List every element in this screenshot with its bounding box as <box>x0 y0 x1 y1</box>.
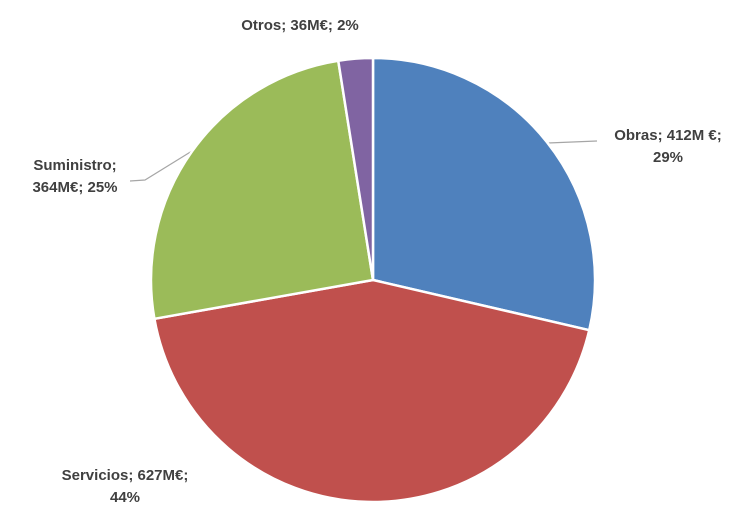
pie-slice <box>152 278 591 504</box>
data-label-line: Suministro; <box>33 157 116 174</box>
data-label-line: 364M€; 25% <box>32 179 117 196</box>
pie-slice <box>371 56 597 332</box>
data-label-line: 29% <box>653 149 683 166</box>
leader-line <box>129 150 193 182</box>
data-label-line: Obras; 412M €; <box>614 127 722 144</box>
data-label-line: 44% <box>110 489 140 506</box>
data-label-line: Servicios; 627M€; <box>62 467 189 484</box>
pie-slice <box>336 56 375 281</box>
data-label: Otros; 36M€; 2% <box>241 17 359 34</box>
data-label: Servicios; 627M€; 44% <box>62 467 189 506</box>
labels: Obras; 412M €; 29% Servicios; 627M€; 44% Sum… <box>32 17 721 506</box>
data-label-line: Otros; 36M€; 2% <box>241 17 359 34</box>
pie-slice <box>149 59 375 321</box>
data-label: Obras; 412M €; 29% <box>614 127 722 166</box>
leader-line <box>547 140 598 144</box>
pie <box>149 56 597 504</box>
data-label: Suministro; 364M€; 25% <box>32 157 117 196</box>
